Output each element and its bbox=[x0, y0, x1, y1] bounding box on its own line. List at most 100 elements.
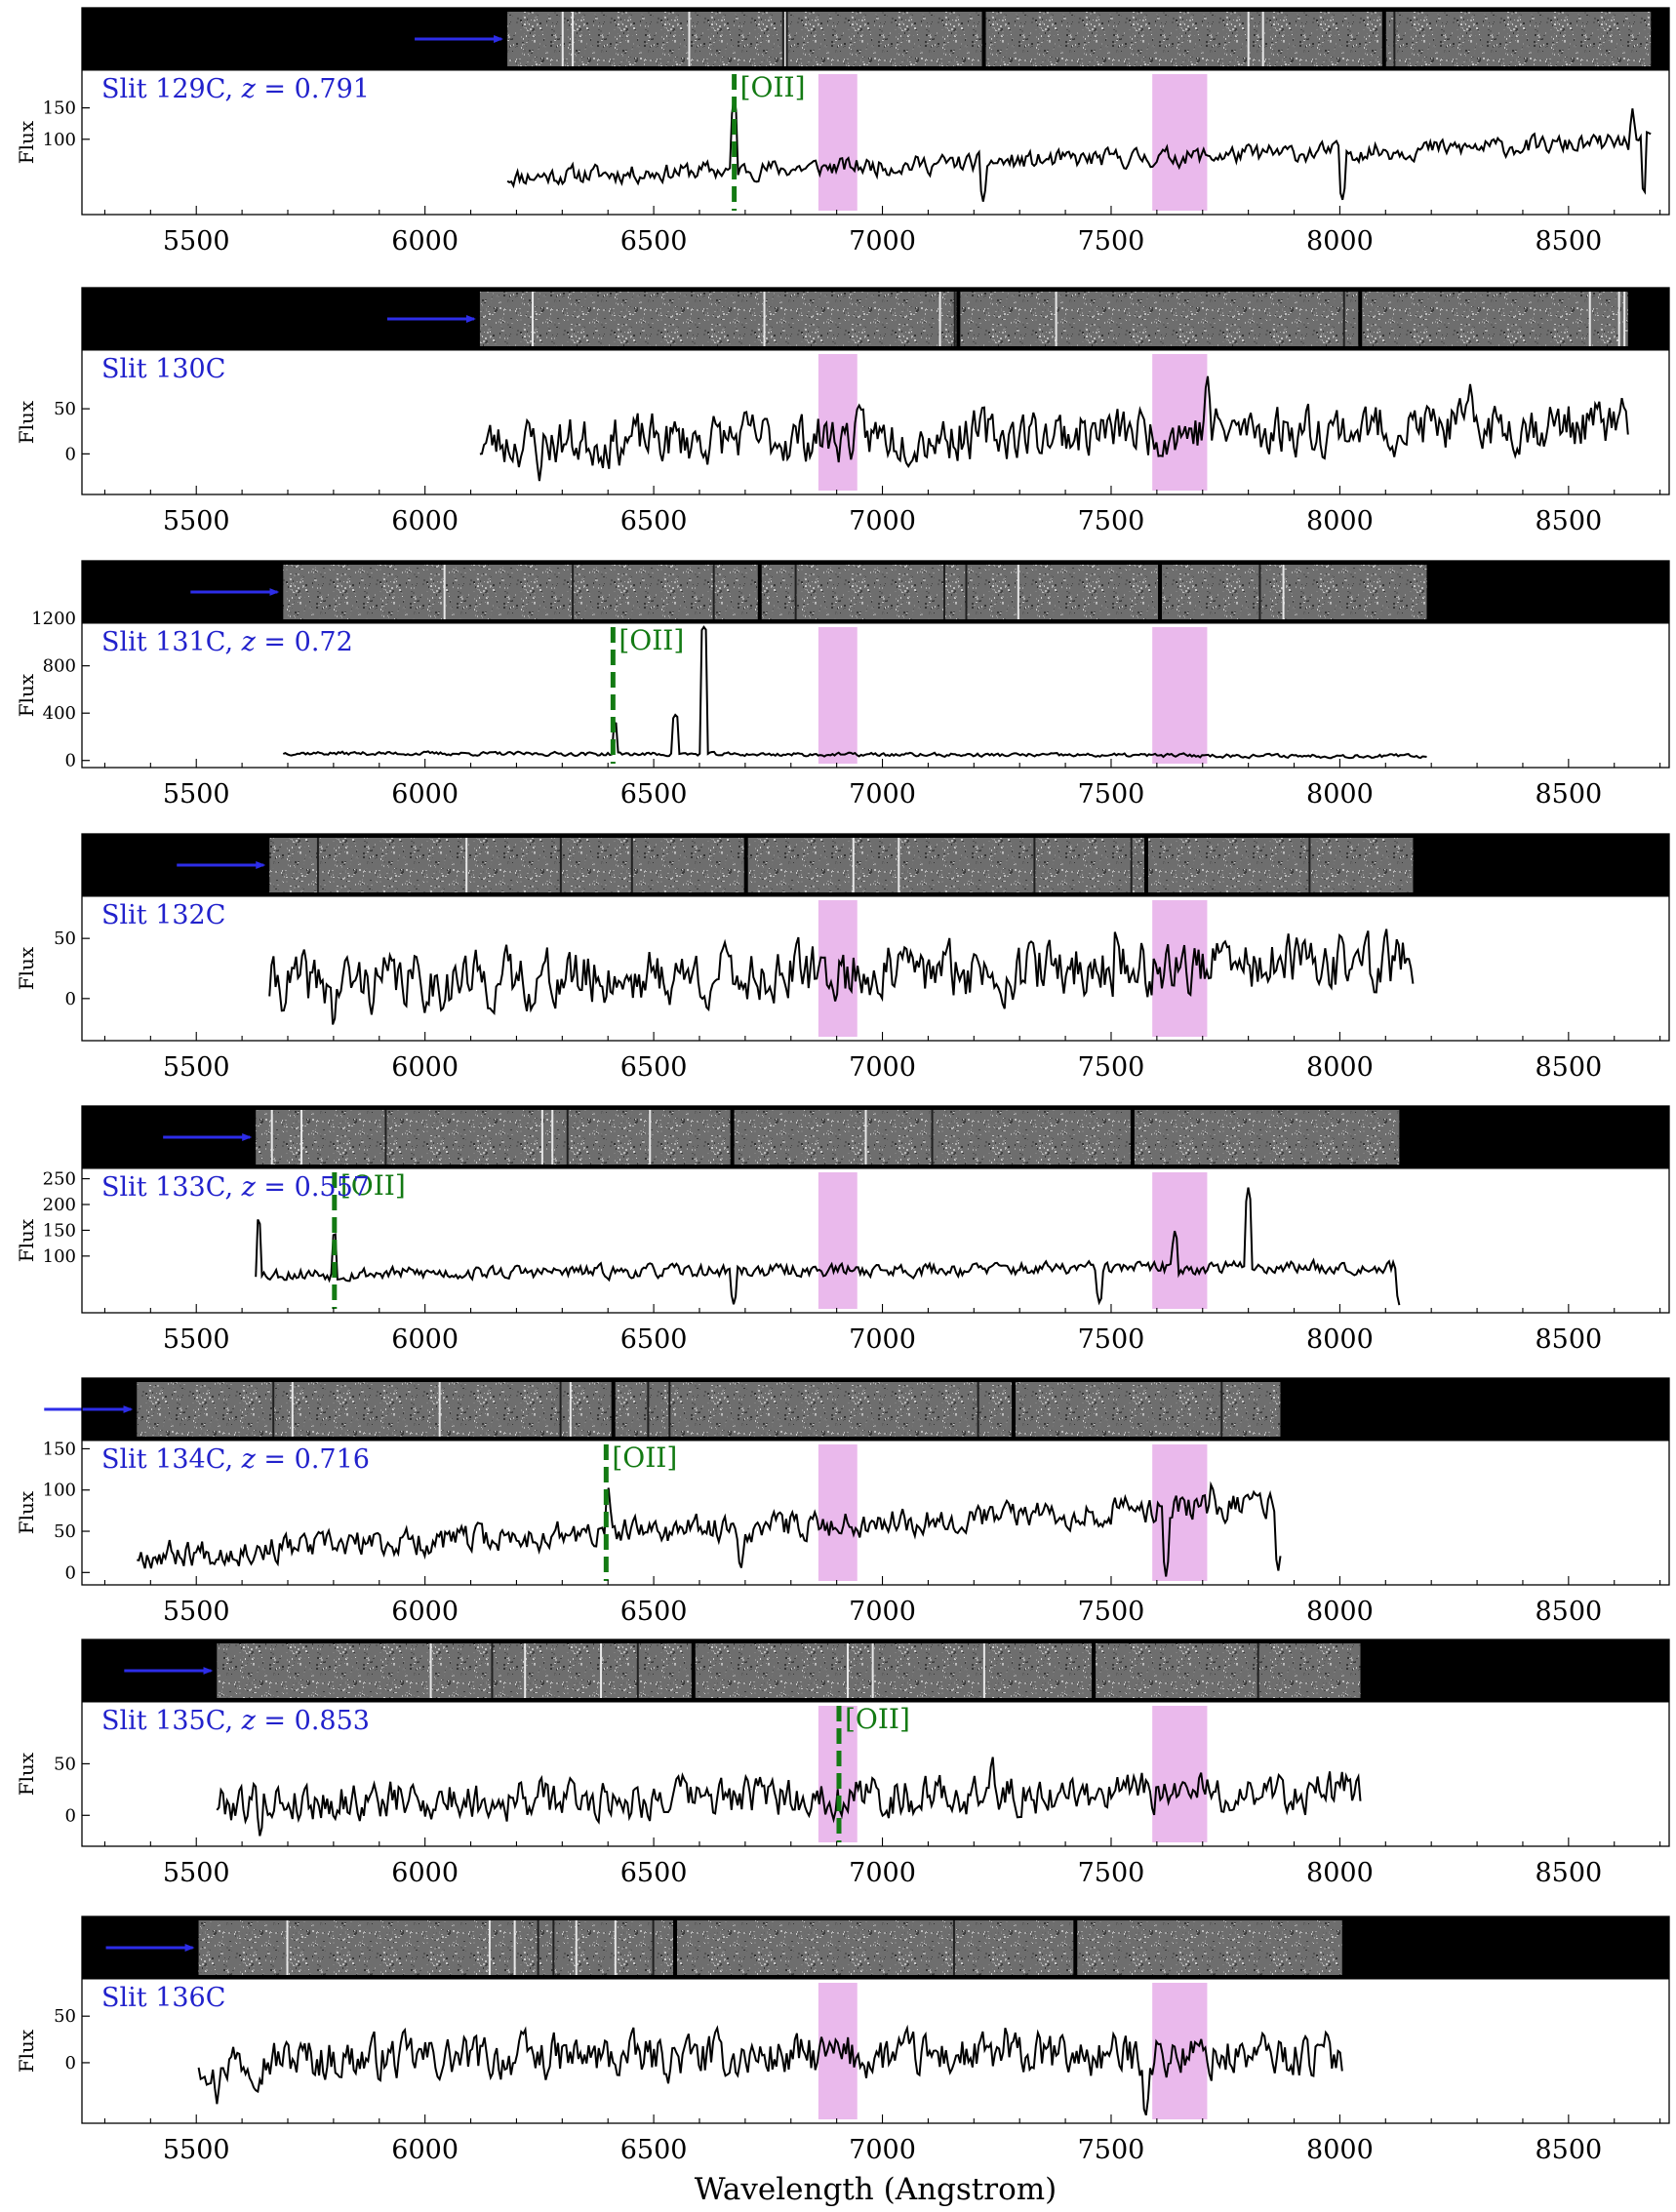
sky-line bbox=[1617, 292, 1620, 346]
redshift-value: 0.716 bbox=[295, 1444, 370, 1475]
x-axis-label: Wavelength (Angstrom) bbox=[695, 2172, 1057, 2207]
sky-line bbox=[652, 1920, 655, 1975]
ytick-label: 0 bbox=[65, 444, 76, 464]
ytick-label: 100 bbox=[43, 1481, 76, 1501]
xtick-label: 8500 bbox=[1535, 1052, 1602, 1083]
telluric-band-2 bbox=[1152, 1172, 1208, 1309]
ytick-label: 100 bbox=[43, 1246, 76, 1267]
slit-label: Slit 133C, z = 0.557 bbox=[101, 1172, 370, 1203]
chip-gap-2 bbox=[1130, 1110, 1135, 1165]
xtick-label: 6000 bbox=[391, 1324, 459, 1355]
slit-label: Slit 135C, z = 0.853 bbox=[101, 1706, 370, 1736]
y-axis-label: Flux bbox=[15, 2029, 38, 2073]
sky-line bbox=[847, 1643, 850, 1698]
chip-gap-1 bbox=[743, 838, 748, 892]
xtick-label: 6000 bbox=[391, 1052, 459, 1083]
xtick-label: 5500 bbox=[163, 1858, 230, 1888]
sky-line bbox=[575, 1920, 578, 1975]
xtick-label: 8500 bbox=[1535, 1324, 1602, 1355]
spectrum-line bbox=[255, 1187, 1401, 1306]
sky-line bbox=[1588, 292, 1591, 346]
xtick-label: 7500 bbox=[1078, 226, 1145, 257]
sky-line bbox=[852, 838, 855, 892]
sky-line bbox=[566, 1110, 569, 1165]
ytick-label: 800 bbox=[43, 656, 76, 677]
xtick-label: 5500 bbox=[163, 1324, 230, 1355]
sky-line bbox=[942, 565, 945, 619]
sky-line bbox=[572, 565, 575, 619]
xtick-label: 7000 bbox=[849, 1597, 916, 1627]
xtick-label: 8000 bbox=[1306, 1597, 1374, 1627]
slit-label: Slit 132C bbox=[101, 900, 225, 930]
sky-line bbox=[982, 1643, 985, 1698]
redshift-value: 0.557 bbox=[295, 1172, 370, 1203]
sky-line bbox=[1130, 838, 1133, 892]
chip-gap-2 bbox=[1073, 1920, 1078, 1975]
xtick-label: 8500 bbox=[1535, 1597, 1602, 1627]
xtick-label: 8000 bbox=[1306, 2135, 1374, 2165]
sky-line bbox=[552, 1920, 555, 1975]
z-symbol: z bbox=[241, 627, 257, 657]
redshift-value: 0.853 bbox=[295, 1706, 370, 1736]
telluric-band-2 bbox=[1152, 74, 1208, 211]
chip-gap-1 bbox=[956, 292, 961, 346]
y-axis-label: Flux bbox=[15, 400, 38, 444]
spectrum-2d-image bbox=[479, 292, 1628, 346]
slit-name: Slit 129C bbox=[101, 74, 225, 104]
xtick-label: 7500 bbox=[1078, 1052, 1145, 1083]
z-symbol: z bbox=[241, 1444, 257, 1475]
sky-line bbox=[540, 1110, 543, 1165]
spectrum-2d-image bbox=[283, 565, 1427, 619]
sky-line bbox=[794, 565, 797, 619]
chip-gap-2 bbox=[1358, 292, 1363, 346]
xtick-label: 8500 bbox=[1535, 1858, 1602, 1888]
xtick-label: 6500 bbox=[620, 779, 688, 810]
ytick-label: 150 bbox=[43, 99, 76, 119]
sky-line bbox=[647, 1382, 650, 1437]
xtick-label: 7000 bbox=[849, 1858, 916, 1888]
sky-line bbox=[600, 1643, 603, 1698]
axes-frame bbox=[81, 560, 1670, 769]
spectrum-2d-image bbox=[137, 1382, 1281, 1437]
xtick-label: 8500 bbox=[1535, 226, 1602, 257]
slit-name: Slit 135C bbox=[101, 1706, 225, 1736]
spectrum-2d-image bbox=[507, 12, 1652, 66]
y-axis-label: Flux bbox=[15, 1218, 38, 1262]
xtick-label: 6500 bbox=[620, 1052, 688, 1083]
chip-gap-1 bbox=[730, 1110, 735, 1165]
sky-line bbox=[1247, 12, 1250, 66]
telluric-band-1 bbox=[818, 1172, 858, 1309]
xtick-label: 5500 bbox=[163, 2135, 230, 2165]
sky-line bbox=[1257, 1643, 1259, 1698]
z-symbol: z bbox=[241, 1706, 257, 1736]
sky-line bbox=[429, 1643, 432, 1698]
ytick-label: 0 bbox=[65, 751, 76, 771]
sky-line bbox=[668, 1382, 671, 1437]
chip-gap-1 bbox=[757, 565, 762, 619]
chip-gap-2 bbox=[1158, 565, 1163, 619]
telluric-band-2 bbox=[1152, 1983, 1208, 2119]
xtick-label: 8000 bbox=[1306, 1858, 1374, 1888]
slit-label: Slit 136C bbox=[101, 1983, 225, 2013]
xtick-label: 6000 bbox=[391, 1597, 459, 1627]
xtick-label: 7000 bbox=[849, 506, 916, 536]
ytick-label: 150 bbox=[43, 1439, 76, 1459]
plot-area bbox=[82, 1702, 1669, 1846]
slit-name: Slit 130C bbox=[101, 354, 225, 384]
xtick-label: 7000 bbox=[849, 226, 916, 257]
ytick-label: 0 bbox=[65, 989, 76, 1009]
y-axis-label: Flux bbox=[15, 673, 38, 717]
sky-line bbox=[300, 1110, 303, 1165]
y-axis-label: Flux bbox=[15, 946, 38, 990]
xtick-label: 8500 bbox=[1535, 779, 1602, 810]
sky-line bbox=[316, 838, 319, 892]
xtick-label: 6000 bbox=[391, 1858, 459, 1888]
xtick-label: 6500 bbox=[620, 2135, 688, 2165]
sky-line bbox=[636, 1643, 639, 1698]
xtick-label: 6000 bbox=[391, 2135, 459, 2165]
xtick-label: 6500 bbox=[620, 1858, 688, 1888]
spectrum-line bbox=[282, 625, 1427, 760]
slit-name: Slit 133C bbox=[101, 1172, 225, 1203]
